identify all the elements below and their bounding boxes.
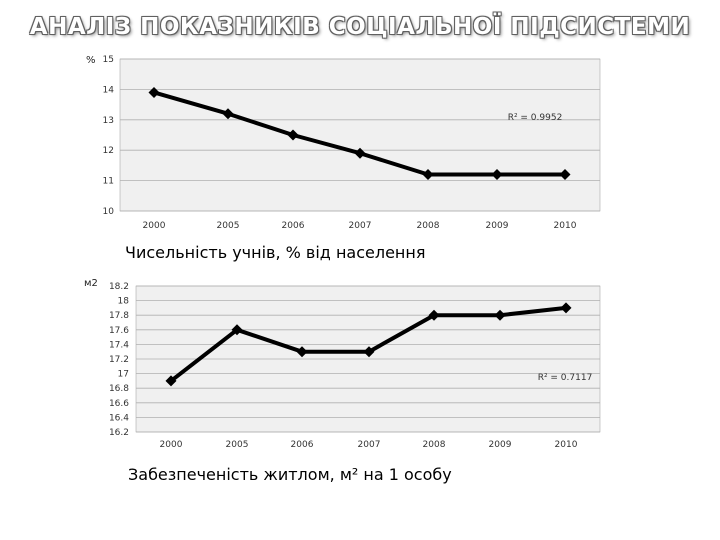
chart2-x-tick-label: 2007 (358, 440, 381, 450)
chart2-y-tick-label: 16.6 (109, 399, 129, 409)
chart1-y-tick-label: 12 (103, 146, 114, 156)
chart1-x-tick-label: 2009 (486, 221, 509, 231)
chart1-r-squared-label: R² = 0.9952 (508, 113, 563, 123)
chart2-y-tick-label: 17.8 (109, 311, 129, 321)
chart2-data-point (494, 309, 506, 321)
chart2-data-point (363, 346, 375, 358)
chart1-data-point (148, 86, 160, 98)
chart1-data-point (287, 129, 299, 141)
chart2-x-tick-label: 2005 (226, 440, 249, 450)
chart1-x-tick-label: 2010 (554, 221, 577, 231)
chart1-x-tick-label: 2008 (417, 221, 440, 231)
chart2-x-tick-label: 2006 (291, 440, 314, 450)
chart2-y-tick-label: 18.2 (109, 282, 129, 292)
chart2-data-point (231, 324, 243, 336)
chart2-y-tick-label: 16.8 (109, 384, 129, 394)
chart2-r-squared-label: R² = 0.7117 (538, 373, 593, 383)
chart1-data-point (491, 169, 503, 181)
page-title: АНАЛІЗ ПОКАЗНИКІВ СОЦІАЛЬНОЇ ПІДСИСТЕМИ (29, 14, 691, 40)
chart2-x-tick-label: 2010 (555, 440, 578, 450)
chart1-x-tick-label: 2005 (217, 221, 240, 231)
chart2-data-point (560, 302, 572, 314)
chart2-y-tick-label: 17 (118, 370, 129, 380)
chart2-y-tick-label: 17.4 (109, 340, 129, 350)
chart2-data-point (296, 346, 308, 358)
chart1-plot-area (119, 58, 601, 212)
chart2-x-tick-label: 2009 (489, 440, 512, 450)
chart2-x-tick-label: 2008 (423, 440, 446, 450)
chart2-y-tick-label: 17.6 (109, 326, 129, 336)
chart2-y-tick-label: 16.2 (109, 428, 129, 438)
chart2-data-point (428, 309, 440, 321)
chart2-y-tick-label: 17.2 (109, 355, 129, 365)
chart2-y-axis-unit: м2 (84, 278, 98, 289)
chart1-y-tick-label: 10 (103, 207, 115, 217)
chart1-data-point (354, 147, 366, 159)
chart2-y-tick-label: 16.4 (109, 413, 129, 423)
chart2-y-tick-label: 18 (118, 297, 130, 307)
chart2-data-point (165, 375, 177, 387)
chart2-chart-caption: Забезпеченість житлом, м² на 1 особу (128, 465, 452, 484)
chart1-data-point (222, 108, 234, 120)
chart1-x-tick-label: 2007 (349, 221, 372, 231)
chart1-data-point (422, 169, 434, 181)
chart2-x-tick-label: 2000 (160, 440, 183, 450)
chart1-y-tick-label: 11 (103, 177, 114, 187)
chart1-chart-caption: Чисельність учнів, % від населення (125, 243, 425, 262)
chart1-y-tick-label: 15 (103, 55, 114, 65)
chart1-y-axis-unit: % (86, 55, 96, 66)
chart1-y-tick-label: 14 (103, 85, 115, 95)
chart1-y-tick-label: 13 (103, 116, 114, 126)
chart1-x-tick-label: 2006 (282, 221, 305, 231)
chart1-data-point (559, 169, 571, 181)
chart1-x-tick-label: 2000 (143, 221, 166, 231)
